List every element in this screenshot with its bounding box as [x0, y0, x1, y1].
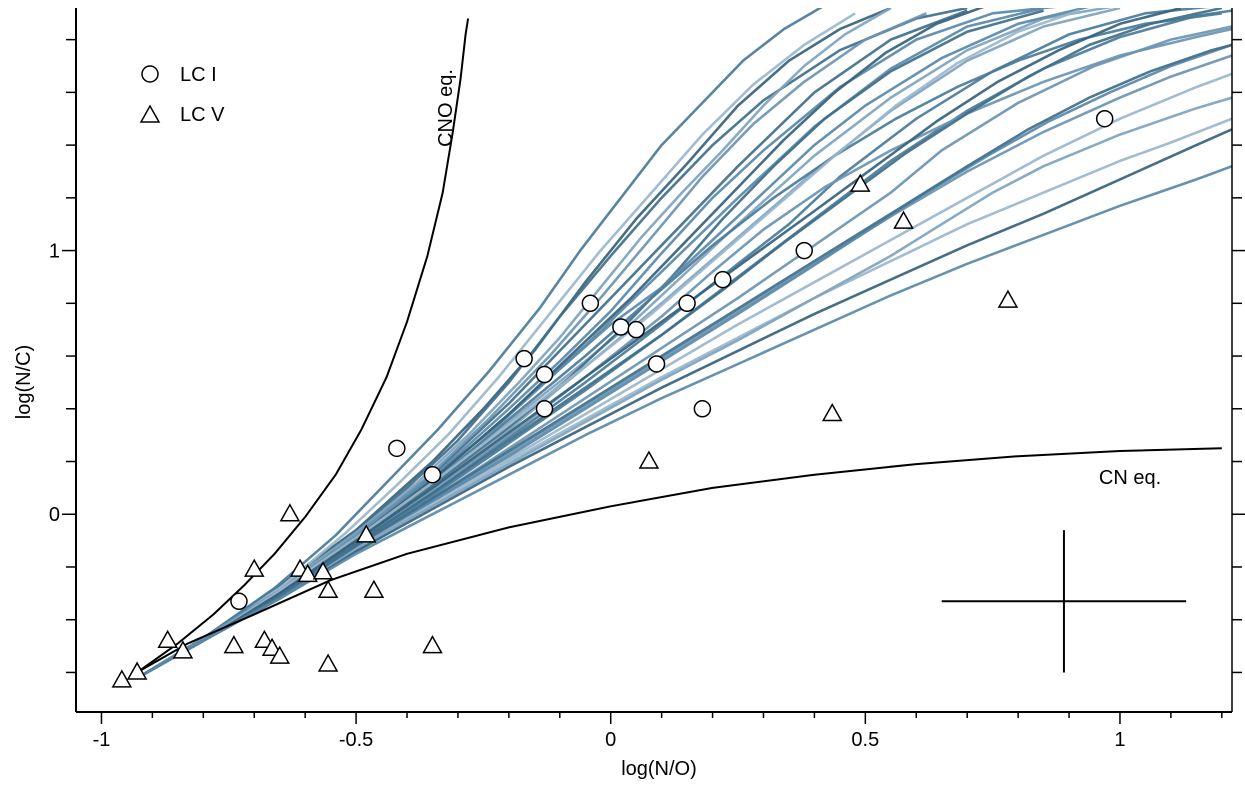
reference-curve [136, 447, 1222, 674]
lc-v-point [243, 558, 265, 577]
lc-v-point [893, 210, 914, 229]
model-track-line [141, 8, 1182, 677]
lc-v-point [997, 289, 1019, 308]
lc-v-point [317, 579, 339, 598]
legend-circle-marker [141, 65, 159, 83]
y-tick-label: 0 [49, 504, 60, 526]
model-track-line [141, 9, 1080, 677]
lc-i-point [795, 241, 813, 260]
reference-curve [136, 18, 470, 674]
legend-label-lc-v: LC V [180, 104, 225, 126]
lc-i-point [230, 592, 248, 611]
x-tick-label: -0.5 [339, 729, 373, 751]
lc-v-point [312, 561, 334, 580]
model-track-line [141, 96, 1232, 677]
model-track-line [141, 43, 1232, 677]
model-track-line [141, 8, 1223, 677]
x-tick-label: 1 [1114, 729, 1125, 751]
lc-i-point [581, 294, 600, 313]
lc-v-point [157, 629, 178, 649]
model-track-line [141, 8, 892, 677]
tick-labels: -1 -0.5 0 0.5 1 0 1 [49, 241, 1126, 751]
lc-i-point [515, 349, 533, 368]
model-track-line [141, 9, 1044, 677]
lc-i-point [612, 318, 630, 336]
lc-v-point [297, 563, 318, 583]
lc-v-point [172, 640, 194, 659]
model-track-line [141, 12, 856, 677]
cno-eq-label: CNO eq. [435, 69, 457, 147]
data-points [111, 109, 1114, 688]
lc-v-point [269, 645, 290, 664]
lc-v-point [317, 653, 339, 672]
lc-v-point [111, 669, 133, 688]
lc-i-point [627, 320, 645, 339]
lc-v-point [821, 403, 843, 422]
lc-v-point [355, 524, 377, 543]
lc-i-point [388, 439, 406, 458]
axes [75, 8, 1233, 713]
legend: LC I LC V [139, 64, 225, 126]
lc-i-point [693, 400, 712, 418]
lc-i-point [535, 400, 554, 418]
model-track-line [141, 128, 1232, 677]
y-axis-title: log(N/C) [13, 345, 35, 419]
lc-v-point [126, 661, 148, 680]
model-track-line [141, 8, 823, 677]
model-track-line [141, 8, 1057, 677]
cn-eq-label: CN eq. [1099, 467, 1161, 489]
lc-v-point [279, 503, 301, 522]
lc-v-point [363, 579, 385, 598]
ticks [62, 38, 1245, 724]
x-tick-label: 0.5 [851, 729, 879, 751]
reference-curves [136, 18, 1222, 674]
lc-i-point [1095, 109, 1114, 128]
model-track-line [141, 164, 1232, 677]
lc-i-point [678, 294, 696, 313]
lc-i-point [647, 355, 666, 373]
legend-label-lc-i: LC I [180, 64, 217, 86]
x-axis-title: log(N/O) [621, 758, 697, 780]
x-tick-label: -1 [93, 729, 111, 751]
lc-v-point [422, 635, 443, 654]
lc-i-point [713, 270, 732, 289]
lc-v-point [849, 173, 871, 192]
lc-i-point [535, 365, 554, 384]
y-tick-label: 1 [49, 241, 60, 263]
lc-i-point [423, 465, 442, 484]
x-tick-label: 0 [605, 729, 616, 751]
lc-v-point [223, 635, 245, 654]
lc-v-point [638, 450, 660, 469]
legend-triangle-marker [139, 104, 161, 123]
error-bar [941, 530, 1187, 673]
